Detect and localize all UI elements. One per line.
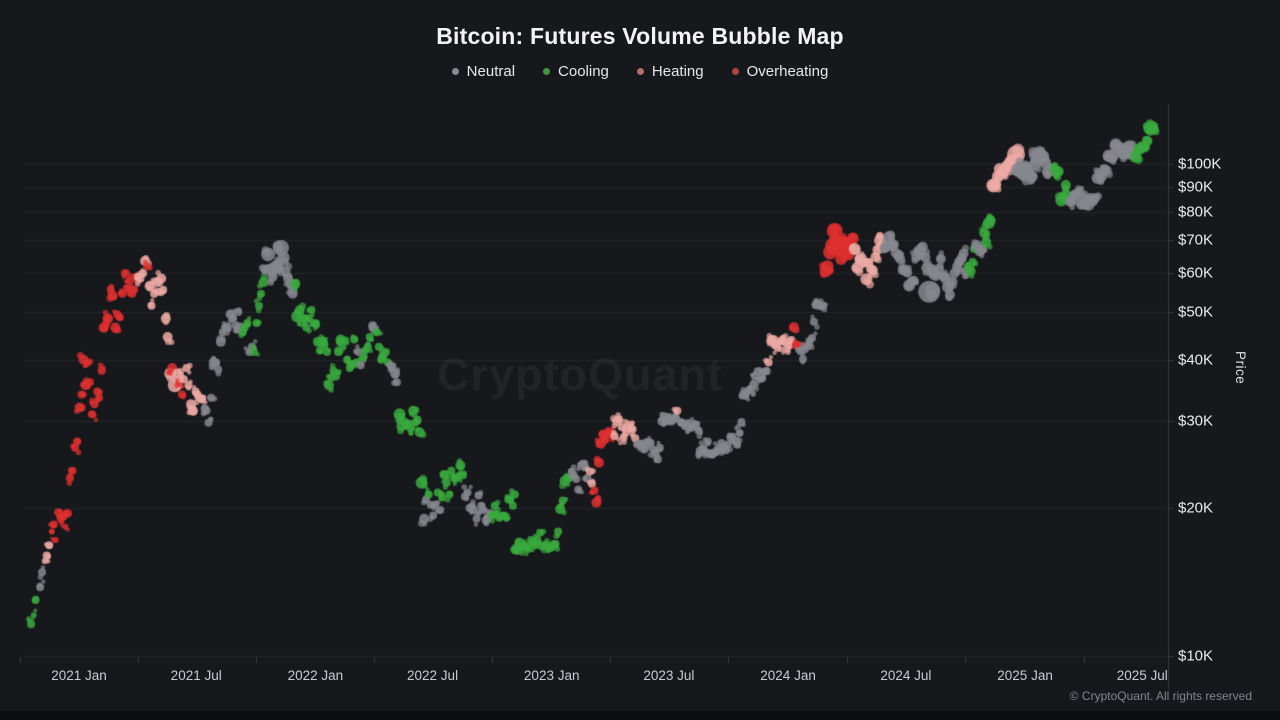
legend-dot-c <box>543 68 551 75</box>
legend-label: Heating <box>651 63 704 80</box>
x-axis-tick-label: 2023 Jul <box>643 668 695 683</box>
y-axis-tick-label: $30K <box>1178 412 1214 430</box>
x-axis-tick-label: 2021 Jan <box>51 668 107 683</box>
y-axis-title: Price <box>1233 351 1248 385</box>
legend-label: Neutral <box>466 63 516 80</box>
legend-item-neutral[interactable]: Neutral <box>451 63 516 80</box>
y-axis-tick-label: $10K <box>1178 647 1214 665</box>
legend-label: Cooling <box>558 63 609 80</box>
y-axis-tick-label: $20K <box>1178 499 1214 517</box>
bottom-bar <box>0 711 1280 720</box>
y-axis-tick-label: $100K <box>1178 155 1222 173</box>
legend-dot-h <box>636 68 644 75</box>
y-axis-tick-label: $50K <box>1178 303 1214 321</box>
legend-item-cooling[interactable]: Cooling <box>543 63 609 80</box>
legend-item-heating[interactable]: Heating <box>636 63 704 80</box>
copyright-footer: © CryptoQuant. All rights reserved <box>1069 689 1252 703</box>
x-axis-tick-label: 2022 Jul <box>407 668 459 683</box>
legend-dot-n <box>451 68 459 75</box>
x-axis-tick-label: 2025 Jan <box>997 668 1053 683</box>
legend-dot-o <box>731 68 739 75</box>
legend: Neutral Cooling Heating Overheating <box>0 63 1280 80</box>
chart-title: Bitcoin: Futures Volume Bubble Map <box>436 23 844 49</box>
y-axis-tick-label: $70K <box>1178 231 1214 249</box>
x-axis-tick-label: 2024 Jul <box>880 668 932 683</box>
y-axis-tick-label: $90K <box>1178 178 1214 195</box>
legend-item-overheating[interactable]: Overheating <box>731 63 829 80</box>
x-axis-tick-label: 2022 Jan <box>287 668 344 683</box>
y-axis-tick-label: $80K <box>1178 203 1214 221</box>
x-axis-tick-label: 2025 Jul <box>1116 668 1168 683</box>
x-axis-tick-label: 2021 Jul <box>170 668 222 683</box>
x-axis-tick-label: 2024 Jan <box>760 668 816 683</box>
legend-label: Overheating <box>746 63 829 80</box>
y-axis-tick-label: $40K <box>1178 351 1214 369</box>
y-axis-tick-label: $60K <box>1178 264 1214 282</box>
x-axis-tick-label: 2023 Jan <box>523 668 580 683</box>
